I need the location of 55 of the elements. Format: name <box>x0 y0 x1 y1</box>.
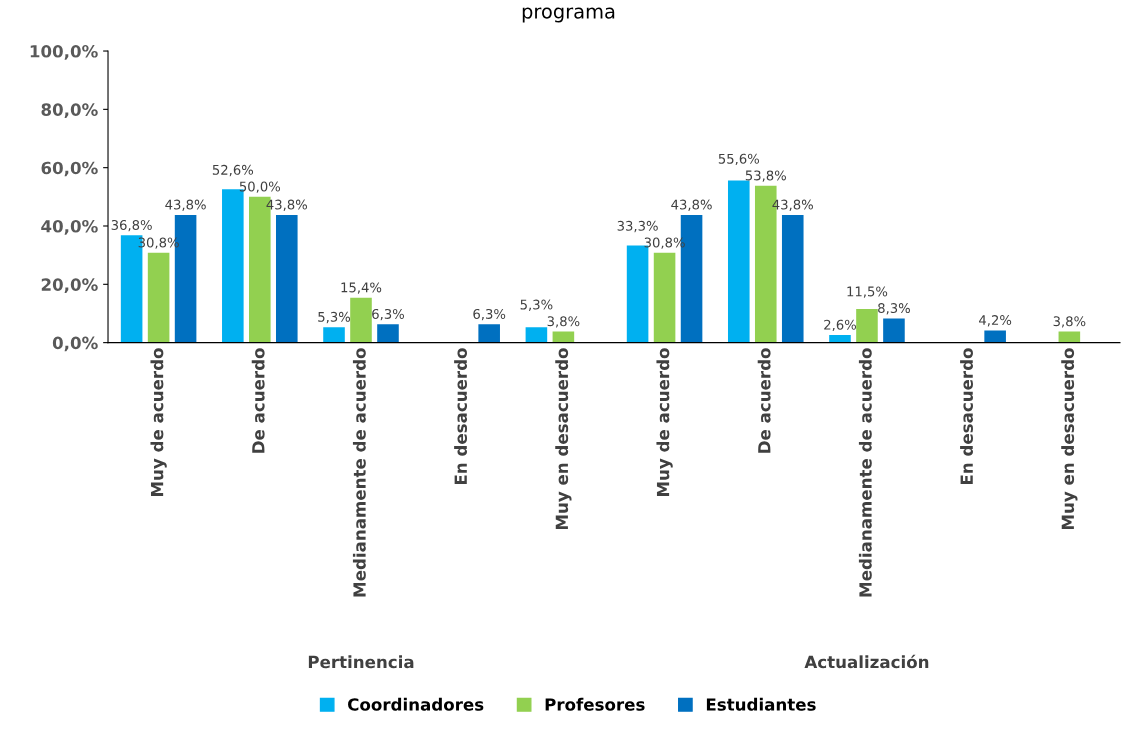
bar <box>984 330 1006 343</box>
y-tick-label: 40,0% <box>41 219 98 235</box>
text: Pertinencia <box>308 655 414 669</box>
legend-label: Estudiantes <box>706 697 816 711</box>
x-tick-label: De acuerdo <box>251 348 265 453</box>
data-label: 43,8% <box>671 199 712 211</box>
data-label: 11,5% <box>847 286 888 298</box>
bar <box>829 335 851 343</box>
data-label: 6,3% <box>473 308 506 321</box>
chart-title: programa <box>522 7 615 23</box>
data-label: 36,8% <box>111 220 152 232</box>
x-tick-label: Medianamente de acuerdo <box>858 348 872 597</box>
bar <box>727 180 750 343</box>
data-label: 52,6% <box>212 164 254 177</box>
y-tick-label: 100,0% <box>30 44 98 60</box>
bar <box>883 318 905 343</box>
x-tick-label: De acuerdo <box>757 348 771 453</box>
data-label: 3,8% <box>1053 316 1086 328</box>
x-tick-label: Medianamente de acuerdo <box>352 348 366 597</box>
bar <box>478 324 500 343</box>
bar <box>525 327 548 343</box>
x-tick-label: Muy en desacuerdo <box>1061 348 1078 530</box>
bar <box>377 324 399 343</box>
y-tick-label: 0,0% <box>52 336 98 352</box>
data-label: 8,3% <box>878 303 910 315</box>
bar <box>856 309 878 343</box>
bar <box>350 297 372 343</box>
x-tick-label: En desacuerdo <box>960 348 973 485</box>
x-tick-label: Muy de acuerdo <box>150 348 167 497</box>
data-label: 2,6% <box>824 319 857 332</box>
data-label: 50,0% <box>239 181 281 193</box>
data-label: 55,6% <box>718 153 760 166</box>
bar <box>276 214 298 343</box>
x-tick-label: Muy de acuerdo <box>656 348 673 497</box>
bar <box>323 327 345 343</box>
x-tick-label: Muy en desacuerdo <box>555 348 572 530</box>
bar <box>147 252 170 343</box>
y-tick-label: 80,0% <box>41 103 98 119</box>
data-label: 5,3% <box>520 299 553 311</box>
y-tick-label: 20,0% <box>41 278 98 294</box>
legend-label: Coordinadores <box>348 697 484 711</box>
x-tick-label: En desacuerdo <box>454 348 468 485</box>
data-label: 4,2% <box>979 315 1012 327</box>
data-label: 6,3% <box>372 308 405 321</box>
legend-label: Profesores <box>545 697 645 711</box>
data-label: 43,8% <box>165 199 206 211</box>
y-tick-label: 60,0% <box>41 161 98 177</box>
bar <box>781 214 804 343</box>
data-label: 53,8% <box>745 170 786 182</box>
data-label: 5,3% <box>318 311 351 324</box>
data-label: 33,3% <box>617 220 658 233</box>
bar <box>653 252 676 343</box>
data-label: 3,8% <box>547 316 580 328</box>
data-label: 15,4% <box>341 282 382 294</box>
text: Actualización <box>804 654 929 669</box>
